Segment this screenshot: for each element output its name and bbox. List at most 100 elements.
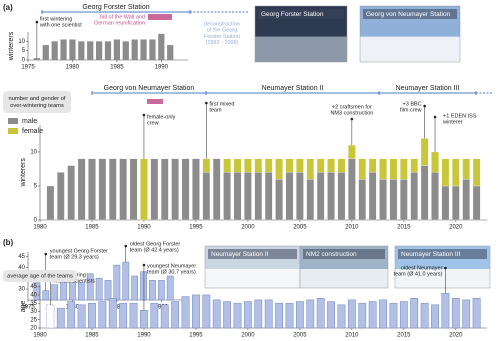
photo — [360, 36, 460, 62]
x-tick-label: 1990 — [155, 65, 169, 71]
bar — [77, 282, 85, 301]
x-tick-label: 2010 — [345, 225, 359, 231]
bar-segment — [327, 172, 335, 221]
annotation: NM3 construction — [330, 111, 373, 117]
bar-segment — [431, 151, 439, 173]
annotation: team (Ø 41.0 years) — [393, 272, 442, 278]
bar-segment — [379, 158, 387, 180]
info-box-text: number and gender of — [8, 96, 65, 102]
x-tick-label: 1985 — [85, 333, 99, 339]
y-tick-label: 10 — [18, 39, 25, 45]
bar — [78, 41, 85, 60]
photo-frame — [299, 245, 389, 289]
annotation: first wintering — [40, 16, 72, 22]
bar — [131, 275, 139, 301]
bar — [223, 301, 232, 329]
bar — [399, 301, 408, 329]
bar — [98, 301, 107, 329]
bar-segment — [420, 165, 429, 221]
y-tick-label: 0 — [34, 218, 38, 224]
bar-segment — [264, 158, 273, 173]
legend-swatch — [8, 118, 18, 124]
bar-segment — [452, 185, 460, 221]
bar — [96, 41, 103, 60]
bar — [192, 294, 200, 329]
bar-segment — [400, 158, 408, 180]
annotation: of the Georg — [207, 28, 238, 34]
bar-segment — [275, 179, 283, 221]
bar-segment — [129, 158, 138, 221]
bar-segment — [119, 158, 127, 221]
bar — [472, 297, 481, 329]
bar — [327, 301, 335, 329]
bar — [451, 297, 460, 329]
bar-segment — [223, 172, 231, 221]
bar-segment — [160, 158, 169, 221]
bar — [244, 301, 252, 329]
bar-segment — [67, 165, 75, 221]
photo-caption: Georg Forster Station — [261, 11, 324, 18]
bar — [122, 261, 130, 301]
bar — [67, 301, 76, 329]
photo-caption-bg — [258, 9, 344, 19]
bar-segment — [192, 158, 200, 221]
bar — [462, 299, 471, 329]
station-label: Georg Forster Station — [82, 4, 149, 11]
bar — [108, 297, 117, 329]
info-box — [3, 91, 71, 113]
y-tick-label: 5 — [22, 48, 26, 54]
annotation: +1 EDEN ISS — [443, 113, 477, 119]
legend-label: male — [22, 118, 37, 125]
x-tick-label: 1975 — [21, 65, 35, 71]
bar — [420, 302, 429, 329]
x-tick-label: 2020 — [449, 333, 463, 339]
bar — [140, 310, 148, 329]
y-tick-label: 0 — [22, 58, 26, 64]
bar — [129, 302, 138, 329]
x-tick-label: 2000 — [241, 225, 255, 231]
x-tick-label: 1995 — [189, 333, 203, 339]
bar — [88, 302, 96, 329]
bar-segment — [441, 158, 450, 187]
bar — [149, 280, 156, 301]
bar — [42, 290, 50, 301]
bar-segment — [88, 158, 96, 221]
photo — [205, 269, 300, 288]
photo-caption-bg — [208, 249, 297, 259]
annotation: crew — [147, 121, 159, 127]
bar-segment — [452, 158, 460, 187]
x-tick-label: 2020 — [449, 225, 463, 231]
bar-segment — [316, 172, 325, 221]
bar-segment — [306, 158, 315, 180]
bar-segment — [233, 158, 242, 173]
annotation: first mixed — [209, 101, 234, 107]
bar — [275, 302, 283, 329]
bar-segment — [462, 179, 470, 221]
annotation-dot — [433, 115, 437, 119]
legend-swatch — [8, 128, 18, 134]
bar-segment — [368, 172, 377, 221]
bar-segment — [244, 172, 252, 221]
photo-frame — [254, 5, 348, 63]
y-tick-label: 25 — [30, 317, 37, 323]
annotation: team (Ø 29.3 years) — [50, 255, 99, 261]
bar-segment — [472, 158, 481, 187]
photo-caption: NM2 construction — [306, 251, 357, 258]
bar-segment — [202, 172, 211, 221]
bar — [104, 41, 112, 60]
bar — [295, 301, 304, 329]
bar — [131, 39, 138, 60]
y-tick-label: 30 — [30, 309, 37, 315]
x-tick-label: 1995 — [189, 225, 203, 231]
annotation-dot — [205, 101, 208, 105]
bar-segment — [306, 179, 315, 221]
bar-segment — [233, 172, 242, 221]
annotation: German reunification — [94, 21, 145, 27]
x-tick-label: 1980 — [66, 65, 80, 71]
station-label: Georg von Neumayer Station — [104, 85, 195, 92]
y-tick-label: 20 — [30, 326, 37, 332]
bar — [264, 299, 273, 329]
annotation: (1992 - 1996) — [205, 40, 238, 46]
annotation: youngest Neumayer — [147, 263, 196, 269]
bar — [171, 301, 180, 329]
